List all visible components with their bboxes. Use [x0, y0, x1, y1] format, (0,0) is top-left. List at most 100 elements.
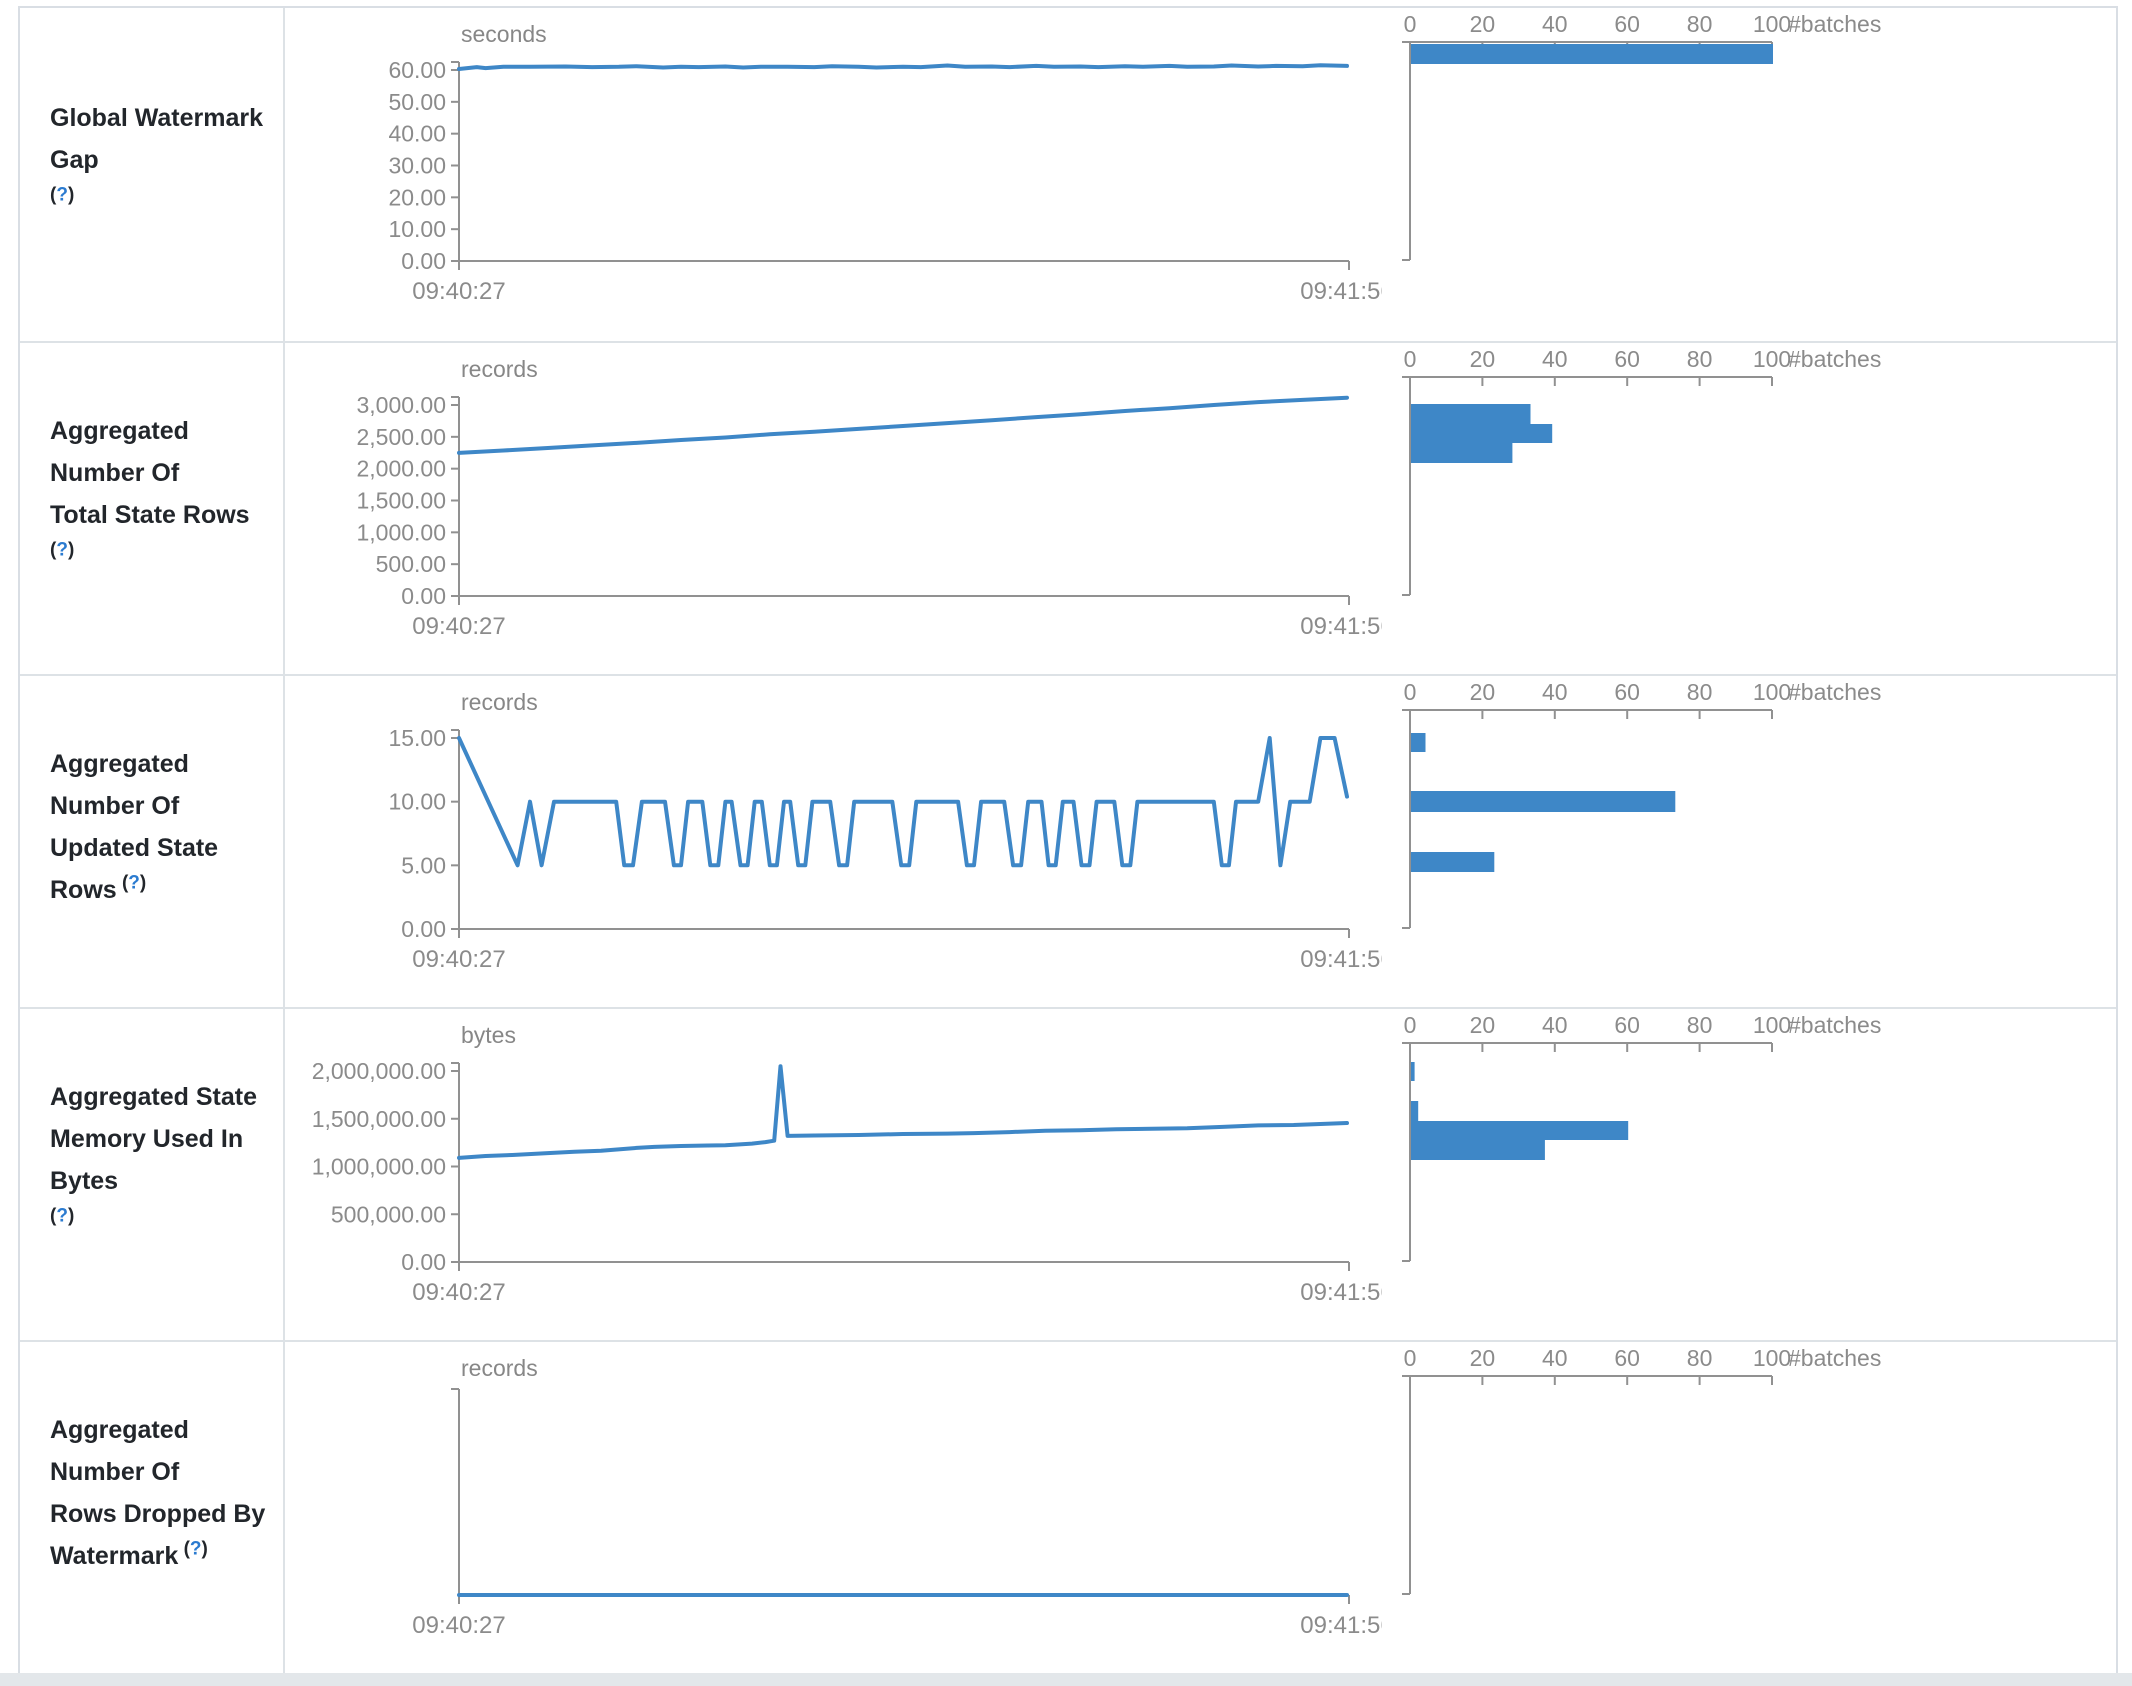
metric-charts: records 09:40:27 09:41:56 0 20 40 60 80 100#bat…	[285, 1342, 2116, 1673]
y-tick-label: 10.00	[388, 216, 446, 242]
hist-x-tick-label: 20	[1470, 1345, 1496, 1371]
hist-x-tick-label: 20	[1470, 1012, 1496, 1038]
histogram-bar	[1411, 1062, 1415, 1081]
statistics-table: Global Watermark Gap (?) seconds 60.00 50.…	[18, 6, 2118, 1675]
metric-label-cell: Aggregated Number Of Updated State Rows (…	[20, 676, 285, 1007]
unit-label: records	[461, 1355, 538, 1381]
hist-x-tick-label: 100	[1753, 346, 1791, 372]
metric-row: Global Watermark Gap (?) seconds 60.00 50.…	[20, 8, 2116, 341]
unit-label: bytes	[461, 1022, 516, 1048]
help-question-mark[interactable]: ?	[128, 872, 140, 894]
batches-axis-label: #batches	[1788, 1345, 1881, 1371]
y-tick-label: 1,000.00	[356, 519, 446, 545]
hist-x-tick-label: 100	[1753, 1345, 1791, 1371]
time-end-label: 09:41:56	[1300, 1612, 1382, 1639]
hist-x-tick-label: 80	[1687, 11, 1713, 37]
timeline-chart: seconds 60.00 50.00 40.00 30.00 20.00 10.00 0.0…	[388, 21, 1382, 305]
time-start-label: 09:40:27	[412, 613, 505, 640]
timeline-series	[457, 395, 1349, 455]
metric-row: Aggregated Number Of Total State Rows (?)…	[20, 341, 2116, 674]
y-tick-label: 500.00	[376, 551, 446, 577]
histogram-bar	[1411, 424, 1553, 443]
unit-label: seconds	[461, 21, 547, 47]
help-question-mark[interactable]: ?	[56, 1205, 68, 1227]
hist-x-tick-label: 60	[1614, 346, 1640, 372]
unit-label: records	[461, 356, 538, 382]
timeline-chart: records 15.00 10.00 5.00 0.00 09:40:27 09:41:5…	[388, 689, 1382, 973]
help-question-mark[interactable]: ?	[56, 539, 68, 561]
y-tick-label: 0.00	[401, 916, 446, 942]
y-tick-label: 2,500.00	[356, 424, 446, 450]
hist-x-tick-label: 60	[1614, 11, 1640, 37]
metric-name: Global Watermark Gap (?)	[50, 103, 264, 206]
metric-label-cell: Aggregated State Memory Used In Bytes (?)	[20, 1009, 285, 1340]
hist-x-tick-label: 80	[1687, 1345, 1713, 1371]
time-end-label: 09:41:56	[1300, 1279, 1382, 1306]
y-tick-label: 0.00	[401, 1249, 446, 1275]
help-link[interactable]: (?)	[116, 872, 147, 894]
histogram-bar	[1411, 44, 1773, 64]
help-link[interactable]: (?)	[50, 1205, 75, 1227]
y-tick-label: 40.00	[388, 121, 446, 147]
metric-name: Aggregated Number Of Total State Rows (?)	[50, 416, 250, 561]
metric-row: Aggregated State Memory Used In Bytes (?)…	[20, 1007, 2116, 1340]
timeline-series	[457, 63, 1349, 71]
y-tick-label: 1,500.00	[356, 488, 446, 514]
time-start-label: 09:40:27	[412, 278, 505, 305]
y-tick-label: 0.00	[401, 248, 446, 274]
y-tick-label: 0.00	[401, 583, 446, 609]
histogram-bar	[1411, 1101, 1419, 1121]
time-start-label: 09:40:27	[412, 1612, 505, 1639]
metric-name: Aggregated Number Of Updated State Rows (…	[50, 749, 219, 904]
metric-row: Aggregated Number Of Updated State Rows (…	[20, 674, 2116, 1007]
y-tick-label: 10.00	[388, 789, 446, 815]
metric-charts: bytes 2,000,000.00 1,500,000.00 1,000,000.0…	[285, 1009, 2116, 1340]
hist-x-tick-label: 40	[1542, 1345, 1568, 1371]
hist-x-tick-label: 0	[1404, 1345, 1417, 1371]
histogram-chart: 0 20 40 60 80 100#batches	[1402, 11, 1881, 261]
y-tick-label: 500,000.00	[331, 1201, 446, 1227]
y-tick-label: 2,000.00	[356, 456, 446, 482]
hist-x-tick-label: 100	[1753, 679, 1791, 705]
help-question-mark[interactable]: ?	[189, 1538, 202, 1560]
histogram-bar	[1411, 1140, 1545, 1160]
hist-x-tick-label: 80	[1687, 679, 1713, 705]
metric-row: Aggregated Number Of Rows Dropped By Water…	[20, 1340, 2116, 1673]
hist-x-tick-label: 40	[1542, 679, 1568, 705]
metric-charts: records 3,000.00 2,500.00 2,000.00 1,500.00 1…	[285, 343, 2116, 674]
batches-axis-label: #batches	[1788, 11, 1881, 37]
time-end-label: 09:41:56	[1300, 613, 1382, 640]
help-link[interactable]: (?)	[178, 1538, 208, 1560]
y-tick-label: 1,000,000.00	[312, 1154, 446, 1180]
y-tick-label: 30.00	[388, 153, 446, 179]
batches-axis-label: #batches	[1788, 1012, 1881, 1038]
histogram-chart: 0 20 40 60 80 100#batches	[1402, 679, 1881, 929]
timeline-chart: records 09:40:27 09:41:56	[412, 1355, 1382, 1639]
histogram-chart: 0 20 40 60 80 100#batches	[1402, 346, 1881, 596]
histogram-bar	[1411, 733, 1426, 752]
help-question-mark[interactable]: ?	[56, 184, 68, 206]
y-tick-label: 20.00	[388, 184, 446, 210]
y-tick-label: 3,000.00	[356, 392, 446, 418]
metric-label-cell: Aggregated Number Of Rows Dropped By Water…	[20, 1342, 285, 1673]
hist-x-tick-label: 0	[1404, 1012, 1417, 1038]
batches-axis-label: #batches	[1788, 346, 1881, 372]
metric-charts: records 15.00 10.00 5.00 0.00 09:40:27 09:41:5…	[285, 676, 2116, 1007]
hist-x-tick-label: 60	[1614, 1012, 1640, 1038]
batches-axis-label: #batches	[1788, 679, 1881, 705]
hist-x-tick-label: 80	[1687, 346, 1713, 372]
timeline-chart: bytes 2,000,000.00 1,500,000.00 1,000,000.0…	[312, 1022, 1382, 1306]
help-link[interactable]: (?)	[50, 184, 75, 206]
help-link[interactable]: (?)	[50, 539, 75, 561]
metric-label-cell: Aggregated Number Of Total State Rows (?)	[20, 343, 285, 674]
y-tick-label: 5.00	[401, 852, 446, 878]
timeline-chart: records 3,000.00 2,500.00 2,000.00 1,500.00 1…	[356, 356, 1382, 640]
time-start-label: 09:40:27	[412, 946, 505, 973]
histogram-bar	[1411, 443, 1513, 463]
time-start-label: 09:40:27	[412, 1279, 505, 1306]
histogram-bar	[1411, 791, 1676, 812]
metric-label-cell: Global Watermark Gap (?)	[20, 8, 285, 341]
y-tick-label: 1,500,000.00	[312, 1106, 446, 1132]
histogram-bar	[1411, 404, 1531, 424]
